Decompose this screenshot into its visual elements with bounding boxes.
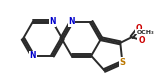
Text: N: N: [49, 17, 56, 26]
Text: N: N: [30, 51, 36, 60]
Text: O: O: [135, 24, 142, 33]
Text: OCH₃: OCH₃: [137, 30, 155, 35]
Text: O: O: [139, 36, 145, 45]
Text: S: S: [119, 58, 125, 67]
Text: N: N: [68, 17, 75, 26]
